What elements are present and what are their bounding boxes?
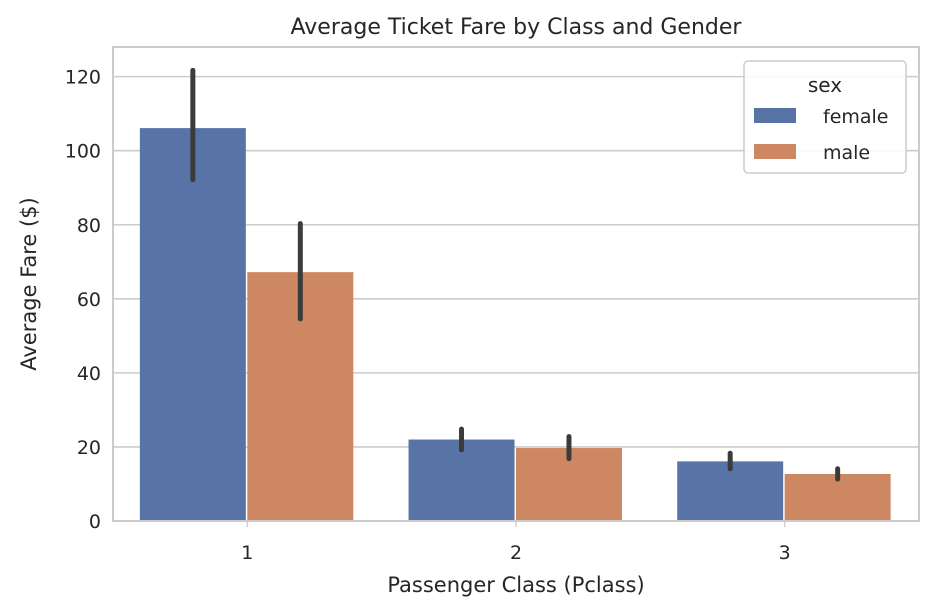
y-tick-label: 60 (77, 289, 101, 311)
bars (139, 128, 891, 521)
y-tick-label: 40 (77, 363, 101, 385)
legend-swatch-male (754, 144, 796, 159)
chart-title: Average Ticket Fare by Class and Gender (291, 15, 743, 40)
legend-swatch-female (754, 108, 796, 123)
legend-title: sex (808, 73, 842, 97)
legend-items: female male (754, 106, 889, 164)
bar-female-class-1 (139, 128, 246, 521)
bar-female-class-2 (408, 439, 515, 521)
y-ticks: 0 20 40 60 80 100 120 (65, 67, 101, 533)
x-ticks: 1 2 3 (241, 521, 791, 564)
legend-label-female: female (823, 106, 889, 128)
y-tick-label: 20 (77, 437, 101, 459)
y-axis-label: Average Fare ($) (17, 197, 41, 370)
y-tick-label: 80 (77, 215, 101, 237)
legend-label-male: male (823, 142, 870, 164)
x-axis-label: Passenger Class (Pclass) (387, 573, 644, 597)
bar-male-class-3 (784, 473, 891, 521)
x-tick-label: 2 (510, 542, 522, 564)
x-tick-label: 1 (241, 542, 253, 564)
y-tick-label: 120 (65, 67, 101, 89)
y-tick-label: 100 (65, 141, 101, 163)
x-tick-label: 3 (779, 542, 791, 564)
error-bars (190, 67, 841, 482)
legend: sex female male (743, 60, 907, 174)
bar-female-class-3 (677, 461, 784, 521)
y-tick-label: 0 (89, 511, 101, 533)
